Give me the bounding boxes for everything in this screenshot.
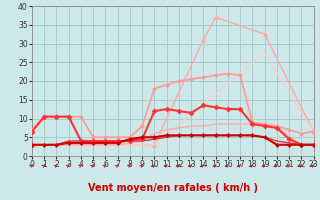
X-axis label: Vent moyen/en rafales ( km/h ): Vent moyen/en rafales ( km/h ) (88, 183, 258, 193)
